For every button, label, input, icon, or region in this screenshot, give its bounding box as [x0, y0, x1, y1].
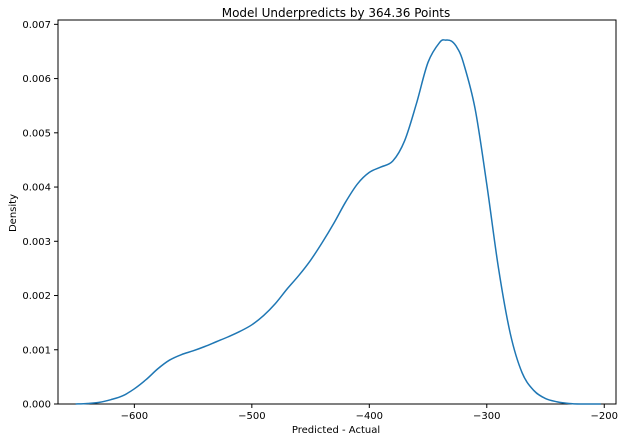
x-tick-label: −500 [238, 411, 265, 422]
x-tick-label: −400 [356, 411, 383, 422]
y-tick-label: 0.001 [22, 345, 51, 356]
x-axis-ticks: −600 −500 −400 −300 −200 [121, 404, 618, 422]
x-tick-label: −300 [473, 411, 500, 422]
y-tick-label: 0.003 [22, 237, 51, 248]
x-tick-label: −200 [591, 411, 618, 422]
plot-frame [57, 19, 617, 405]
y-tick-label: 0.005 [22, 128, 51, 139]
plot-area: −600 −500 −400 −300 −200 0.0000.0010.0020.00… [22, 19, 618, 422]
series-layer [75, 39, 601, 405]
x-tick-label: −600 [121, 411, 148, 422]
density-line [75, 39, 601, 405]
y-axis-ticks: 0.000 0.001 0.002 0.003 0.004 0.005 0.006 0.007 [22, 20, 58, 411]
y-tick-label: 0.007 [22, 20, 51, 31]
y-axis-label: Density [8, 194, 19, 232]
chart-title: Model Underpredicts by 364.36 Points [222, 6, 451, 20]
x-axis-label: Predicted - Actual [292, 425, 380, 436]
y-tick-label: 0.000 [22, 400, 51, 411]
y-tick-label: 0.004 [22, 183, 51, 194]
y-tick-label: 0.002 [22, 291, 51, 302]
y-tick-label: 0.006 [22, 74, 51, 85]
